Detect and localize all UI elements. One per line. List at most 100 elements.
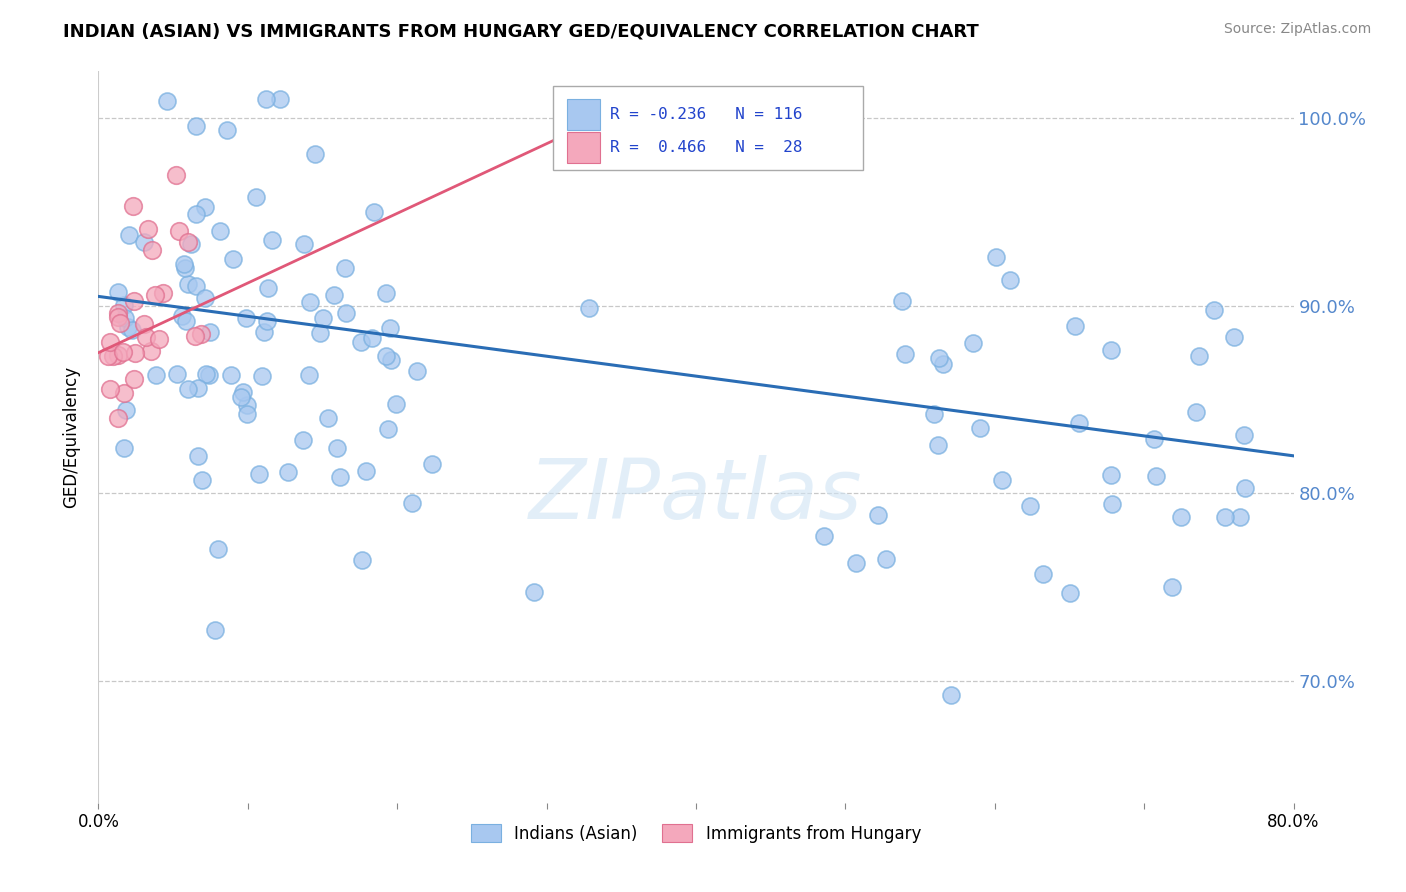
Point <box>991 473 1014 487</box>
Point <box>198 325 221 339</box>
Point <box>1229 510 1251 524</box>
Point <box>326 441 349 455</box>
Point <box>247 467 270 482</box>
Point <box>1059 586 1081 600</box>
Point <box>231 390 253 404</box>
Point <box>813 529 835 543</box>
Point <box>156 94 179 108</box>
Text: INDIAN (ASIAN) VS IMMIGRANTS FROM HUNGARY GED/EQUIVALENCY CORRELATION CHART: INDIAN (ASIAN) VS IMMIGRANTS FROM HUNGAR… <box>63 22 979 40</box>
Point <box>928 351 950 366</box>
Point <box>194 200 217 214</box>
Text: ZIPatlas: ZIPatlas <box>529 455 863 536</box>
Point <box>984 250 1007 264</box>
Point <box>380 353 402 368</box>
FancyBboxPatch shape <box>553 86 863 170</box>
Point <box>169 224 191 238</box>
Point <box>352 553 374 567</box>
Point <box>103 350 125 364</box>
FancyBboxPatch shape <box>567 132 600 163</box>
Point <box>312 311 335 326</box>
Point <box>174 260 197 275</box>
Point <box>384 396 406 410</box>
Point <box>1233 428 1256 442</box>
Point <box>1170 509 1192 524</box>
Point <box>107 348 129 362</box>
Legend: Indians (Asian), Immigrants from Hungary: Indians (Asian), Immigrants from Hungary <box>464 818 928 849</box>
Point <box>969 420 991 434</box>
Point <box>107 285 129 299</box>
Point <box>1233 481 1256 495</box>
Point <box>166 367 188 381</box>
Point <box>194 291 217 305</box>
Point <box>257 280 280 294</box>
Point <box>198 368 221 382</box>
Point <box>187 449 209 463</box>
Point <box>354 464 377 478</box>
Point <box>180 237 202 252</box>
Point <box>866 508 889 523</box>
Point <box>1223 329 1246 343</box>
Point <box>329 470 352 484</box>
Point <box>112 385 135 400</box>
Point <box>124 294 146 309</box>
Point <box>363 205 385 219</box>
Point <box>141 243 163 257</box>
Point <box>191 473 214 487</box>
Point <box>1187 349 1209 363</box>
Point <box>322 287 344 301</box>
Point <box>924 407 946 421</box>
Text: R = -0.236   N = 116: R = -0.236 N = 116 <box>610 107 803 122</box>
Point <box>335 306 357 320</box>
Point <box>375 349 398 363</box>
Point <box>845 556 868 570</box>
Point <box>118 227 141 242</box>
Point <box>891 294 914 309</box>
Point <box>148 332 170 346</box>
Point <box>152 286 174 301</box>
FancyBboxPatch shape <box>567 99 600 130</box>
Point <box>292 433 315 447</box>
Point <box>998 273 1021 287</box>
Point <box>190 326 212 341</box>
Point <box>360 331 382 345</box>
Point <box>304 147 326 161</box>
Point <box>222 252 245 266</box>
Point <box>96 349 118 363</box>
Point <box>1146 468 1168 483</box>
Point <box>962 335 984 350</box>
Point <box>107 306 129 320</box>
Point <box>107 411 129 425</box>
Point <box>256 313 278 327</box>
Point <box>1099 467 1122 482</box>
Point <box>184 278 207 293</box>
Point <box>236 407 259 421</box>
Point <box>236 398 259 412</box>
Point <box>112 298 135 312</box>
Point <box>207 541 229 556</box>
Text: Source: ZipAtlas.com: Source: ZipAtlas.com <box>1223 22 1371 37</box>
Point <box>132 317 155 331</box>
Point <box>292 236 315 251</box>
Point <box>927 438 949 452</box>
Point <box>253 326 276 340</box>
Point <box>1202 302 1225 317</box>
Point <box>172 309 194 323</box>
Point <box>1161 580 1184 594</box>
Point <box>333 260 356 275</box>
Point <box>195 367 218 381</box>
Point <box>135 330 157 344</box>
Point <box>121 323 143 337</box>
Y-axis label: GED/Equivalency: GED/Equivalency <box>62 366 80 508</box>
Point <box>245 189 267 203</box>
Text: R =  0.466   N =  28: R = 0.466 N = 28 <box>610 140 803 155</box>
Point <box>378 320 401 334</box>
Point <box>1213 510 1236 524</box>
Point <box>420 457 443 471</box>
Point <box>187 381 209 395</box>
Point <box>107 310 129 324</box>
Point <box>145 368 167 382</box>
Point <box>98 383 121 397</box>
Point <box>124 346 146 360</box>
Point <box>98 334 121 349</box>
Point <box>875 552 897 566</box>
